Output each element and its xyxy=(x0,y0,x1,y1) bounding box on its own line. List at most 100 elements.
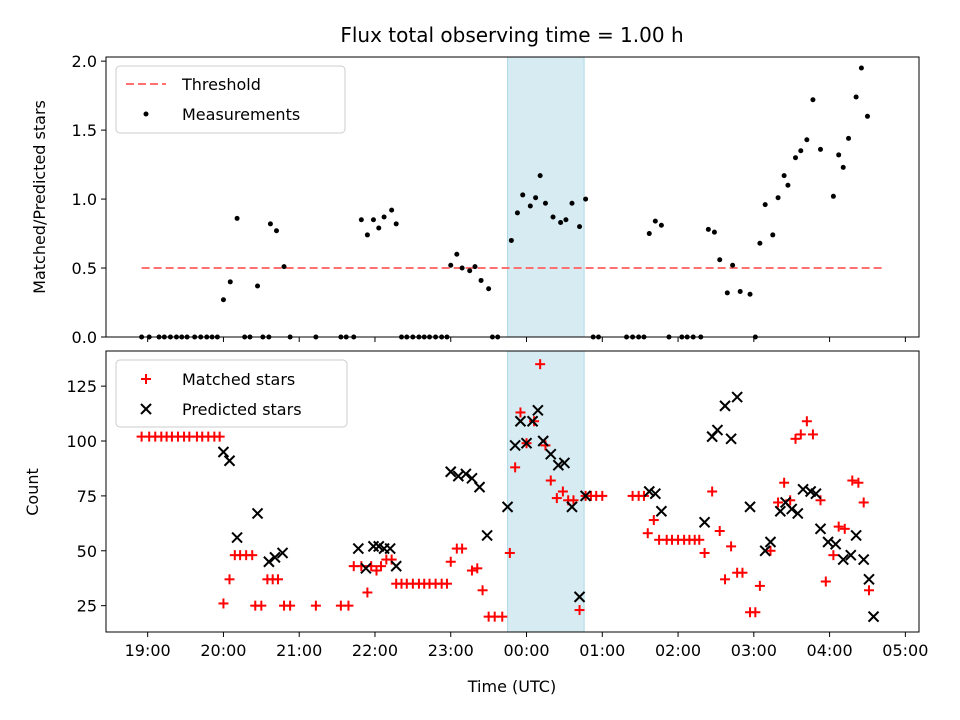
top-frame xyxy=(105,56,920,338)
matched-point xyxy=(504,547,515,558)
predicted-point xyxy=(532,404,544,416)
top-legend-box xyxy=(115,65,346,134)
bottom-y-tick-label: 100 xyxy=(66,432,97,451)
matched-point xyxy=(847,475,858,486)
predicted-point xyxy=(822,536,834,548)
top-y-tick-label: 1.5 xyxy=(72,121,97,140)
top-y-tick-label: 0.5 xyxy=(72,259,97,278)
top-y-tick-label: 1.0 xyxy=(72,190,97,209)
measurement-point xyxy=(853,94,859,100)
predicted-point xyxy=(797,483,809,496)
bottom-legend-box xyxy=(115,359,348,428)
predicted-point xyxy=(774,505,787,517)
measurement-point xyxy=(781,173,787,179)
predicted-point xyxy=(552,459,565,471)
measurement-point xyxy=(273,228,279,234)
predicted-point xyxy=(509,439,521,452)
measurement-point xyxy=(281,264,287,270)
bottom-x-tick-label: 03:00 xyxy=(731,641,777,660)
measurement-point xyxy=(364,232,370,238)
matched-point xyxy=(272,574,283,585)
measurement-point xyxy=(830,193,836,199)
measurement-point xyxy=(864,113,870,119)
matched-point xyxy=(557,486,568,497)
matched-point xyxy=(714,526,725,537)
matched-point xyxy=(545,475,556,486)
measurement-point xyxy=(757,240,763,246)
predicted-point xyxy=(473,481,486,493)
matched-point xyxy=(779,477,790,488)
predicted-point xyxy=(231,531,243,544)
bottom-y-tick-label: 50 xyxy=(77,542,97,561)
predicted-point xyxy=(829,538,842,550)
matched-point xyxy=(441,578,452,589)
measurement-point xyxy=(810,97,816,103)
predicted-point xyxy=(711,424,724,436)
predicted-point xyxy=(558,457,571,469)
matched-point xyxy=(754,580,765,591)
predicted-point xyxy=(537,435,549,447)
matched-point xyxy=(773,497,784,508)
matched-point xyxy=(224,574,235,585)
measurement-point xyxy=(747,291,753,297)
measurement-point xyxy=(220,297,226,303)
legend-predicted-swatch xyxy=(140,403,152,415)
x-axis-label: Time (UTC) xyxy=(467,677,556,696)
bottom-y-tick-label: 125 xyxy=(66,377,97,396)
predicted-point xyxy=(520,437,533,449)
measurement-point xyxy=(550,214,556,220)
measurement-point xyxy=(459,265,465,271)
measurement-point xyxy=(577,224,583,230)
predicted-point xyxy=(698,516,711,528)
matched-point xyxy=(371,565,382,576)
measurement-point xyxy=(858,65,864,71)
predicted-point xyxy=(643,485,655,498)
measurement-point xyxy=(486,286,492,292)
matched-point xyxy=(551,493,562,504)
predicted-point xyxy=(744,501,756,513)
top-highlight-span xyxy=(507,56,585,338)
predicted-point xyxy=(731,391,743,403)
bottom-x-tick-label: 19:00 xyxy=(125,641,171,660)
matched-point xyxy=(376,561,387,572)
predicted-point xyxy=(725,433,737,445)
predicted-point xyxy=(384,542,396,555)
predicted-point xyxy=(460,468,472,480)
matched-point xyxy=(218,598,229,609)
measurement-point xyxy=(478,277,484,283)
measurement-point xyxy=(467,268,473,274)
predicted-point xyxy=(810,487,822,500)
predicted-point xyxy=(837,553,849,566)
predicted-point xyxy=(655,505,668,517)
predicted-point xyxy=(814,523,827,535)
predicted-point xyxy=(867,610,880,623)
matched-point xyxy=(535,359,546,370)
measurement-point xyxy=(537,173,543,179)
bottom-x-tick-label: 21:00 xyxy=(276,641,322,660)
measurement-point xyxy=(454,251,460,257)
matched-point xyxy=(597,490,608,501)
measurement-point xyxy=(381,214,387,220)
measurement-point xyxy=(840,164,846,170)
matched-point xyxy=(445,556,456,567)
matched-point xyxy=(801,416,812,427)
measurement-point xyxy=(472,264,478,270)
matched-point xyxy=(726,541,737,552)
predicted-point xyxy=(845,549,857,561)
matched-point xyxy=(699,547,710,558)
legend-measurements-swatch xyxy=(143,111,149,117)
measurement-point xyxy=(234,215,240,221)
bottom-x-tick-label: 02:00 xyxy=(655,641,701,660)
predicted-point xyxy=(545,448,557,460)
predicted-point xyxy=(579,490,592,502)
measurement-point xyxy=(775,195,781,201)
top-y-tick-label: 2.0 xyxy=(72,52,97,71)
measurement-point xyxy=(558,220,564,226)
predicted-point xyxy=(276,547,289,559)
predicted-point xyxy=(857,553,870,566)
measurement-point xyxy=(393,221,399,227)
matched-point xyxy=(285,600,296,611)
bottom-frame xyxy=(105,350,920,633)
predicted-point xyxy=(263,556,275,568)
